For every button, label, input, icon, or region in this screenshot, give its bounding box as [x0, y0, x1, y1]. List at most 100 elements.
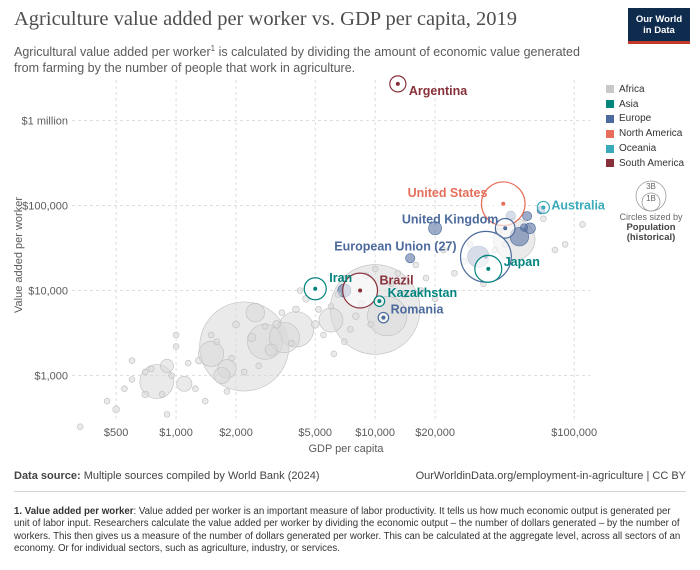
- point-center: [358, 288, 363, 293]
- data-point: [551, 246, 559, 254]
- point-label: United Kingdom: [402, 212, 499, 226]
- x-axis-ticks: $500 $1,000 $2,000 $5,000 $10,000 $20,000 $100…: [104, 427, 597, 439]
- data-point: [311, 320, 320, 329]
- data-point: [198, 340, 225, 367]
- data-point: [77, 423, 84, 430]
- owid-logo[interactable]: Our World in Data: [628, 8, 690, 44]
- y-tick-label: $10,000: [28, 286, 68, 298]
- point-center: [313, 286, 318, 291]
- source-url[interactable]: OurWorldinData.org/employment-in-agricul…: [415, 470, 686, 482]
- x-tick-label: $1,000: [159, 427, 193, 439]
- legend-item[interactable]: Africa: [606, 82, 696, 97]
- data-point: [334, 291, 342, 298]
- data-point: [112, 405, 120, 414]
- data-point: [347, 326, 354, 333]
- footnote: 1. Value added per worker: Value added p…: [14, 506, 686, 556]
- size-caption: Circles sized by Population (historical): [610, 212, 692, 244]
- data-point: [540, 215, 547, 222]
- data-point: [579, 221, 586, 228]
- size-label-3b: 3B: [646, 182, 656, 191]
- x-tick-label: $5,000: [298, 427, 332, 439]
- legend-label: Asia: [619, 98, 639, 110]
- point-label: Iran: [329, 271, 352, 285]
- data-point: [142, 368, 149, 376]
- data-point: [561, 241, 569, 248]
- subtitle-part1: Agricultural value added per worker: [14, 45, 211, 60]
- legend-item[interactable]: Oceania: [606, 141, 696, 156]
- data-point: [128, 376, 136, 383]
- legend-item[interactable]: Asia: [606, 97, 696, 112]
- x-tick-label: $500: [104, 427, 128, 439]
- data-point: [160, 358, 174, 373]
- legend-item[interactable]: South America: [606, 156, 696, 171]
- data-point: [341, 338, 348, 345]
- data-point: [394, 269, 402, 277]
- data-source: Data source: Multiple sources compiled b…: [14, 470, 320, 482]
- data-point: [261, 323, 269, 330]
- footnote-ref[interactable]: 1: [210, 44, 216, 53]
- data-point: [184, 359, 192, 367]
- legend-item[interactable]: Europe: [606, 112, 696, 127]
- data-point: [172, 343, 180, 350]
- data-point: [158, 391, 166, 398]
- data-point: [522, 211, 533, 222]
- size-label-1b: 1B: [646, 194, 656, 203]
- data-point: [176, 375, 193, 392]
- point-center: [381, 315, 386, 320]
- data-point: [371, 265, 379, 273]
- data-point: [405, 253, 416, 264]
- data-point: [121, 385, 128, 392]
- data-point: [255, 362, 262, 370]
- y-axis-label: Value added per worker: [13, 197, 25, 313]
- point-label: Brazil: [380, 274, 414, 288]
- data-point: [241, 368, 248, 376]
- data-point: [247, 333, 257, 343]
- data-point: [228, 354, 235, 362]
- legend-label: Africa: [619, 83, 645, 95]
- legend-item[interactable]: North America: [606, 126, 696, 141]
- source-label: Data source:: [14, 470, 81, 482]
- data-point: [213, 338, 220, 345]
- point-label: European Union (27): [334, 240, 456, 254]
- data-point: [172, 331, 180, 339]
- legend-swatch: [606, 85, 614, 94]
- point-label: United States: [408, 186, 488, 200]
- point-label: Kazakhstan: [388, 286, 457, 300]
- x-tick-label: $100,000: [551, 427, 597, 439]
- data-point: [318, 307, 344, 333]
- data-point: [327, 303, 335, 310]
- point-center: [395, 81, 400, 86]
- data-point: [195, 356, 203, 365]
- legend-swatch: [606, 114, 614, 123]
- point-center: [503, 226, 508, 231]
- size-caption-text: Circles sized by: [619, 212, 683, 222]
- footnote-text: : Value added per worker is an important…: [14, 506, 681, 555]
- legend-label: Oceania: [619, 143, 657, 155]
- data-point: [296, 287, 304, 294]
- data-point: [330, 350, 338, 358]
- chart-subtitle: Agricultural value added per worker1 is …: [14, 41, 594, 76]
- data-point: [245, 303, 265, 323]
- legend-swatch: [606, 100, 614, 109]
- logo-line1: Our World: [635, 14, 683, 25]
- source-text: Multiple sources compiled by World Bank …: [80, 470, 320, 482]
- size-circle-1b: [641, 192, 661, 212]
- legend-swatch: [606, 129, 614, 138]
- x-tick-label: $2,000: [219, 427, 253, 439]
- data-point: [141, 390, 149, 399]
- color-legend: Africa Asia Europe North America Oceania Sout…: [606, 82, 696, 171]
- size-legend-circles: 3B 1B: [635, 180, 667, 212]
- size-variable[interactable]: Population: [626, 221, 676, 233]
- chart-title: Agriculture value added per worker vs. G…: [14, 8, 518, 30]
- size-variable-2[interactable]: (historical): [626, 232, 676, 243]
- data-point: [422, 274, 430, 282]
- data-point: [401, 291, 408, 298]
- data-point: [451, 269, 458, 277]
- data-point: [320, 331, 327, 339]
- legend-label: North America: [619, 128, 683, 140]
- data-point: [315, 306, 322, 313]
- data-point: [367, 321, 374, 328]
- data-point: [232, 320, 240, 329]
- data-point: [223, 388, 231, 395]
- data-point: [128, 357, 136, 364]
